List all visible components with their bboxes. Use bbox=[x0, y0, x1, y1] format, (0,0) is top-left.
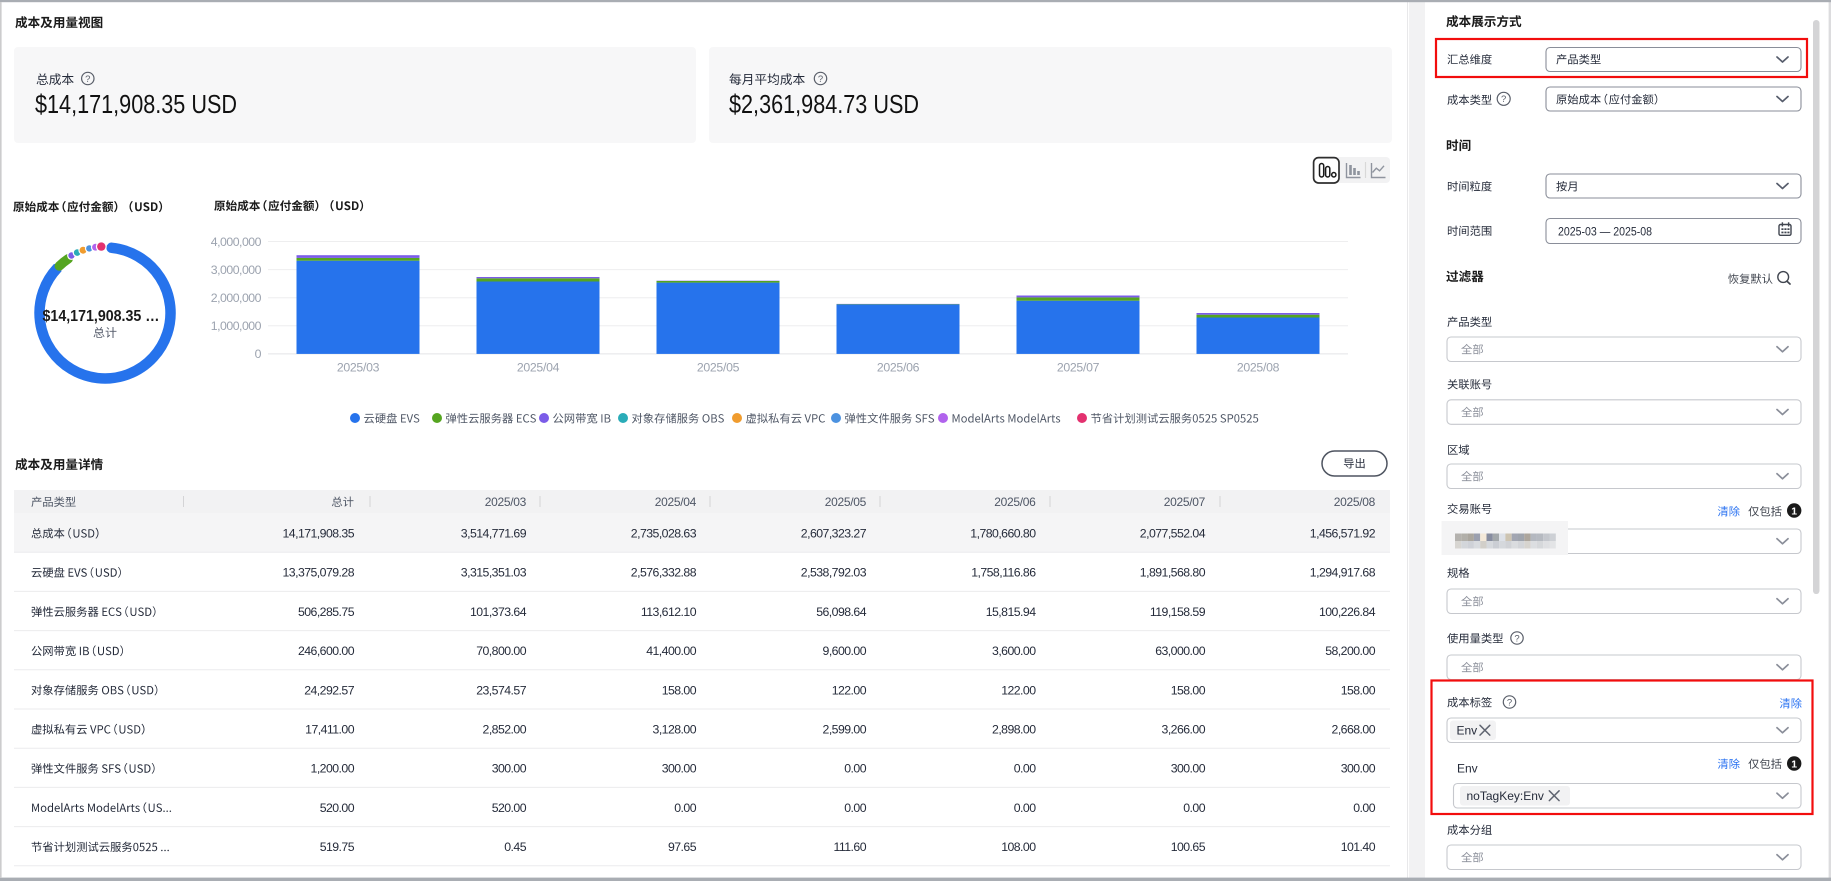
svg-text:100.65: 100.65 bbox=[1171, 840, 1206, 854]
svg-text:2025/04: 2025/04 bbox=[655, 495, 697, 509]
svg-text:noTagKey:Env: noTagKey:Env bbox=[1467, 789, 1544, 803]
svg-text:0.00: 0.00 bbox=[844, 801, 866, 815]
svg-text:58,200.00: 58,200.00 bbox=[1325, 644, 1375, 658]
svg-text:300.00: 300.00 bbox=[1171, 762, 1206, 776]
svg-text:1,456,571.92: 1,456,571.92 bbox=[1310, 527, 1376, 541]
svg-text:Env: Env bbox=[1457, 762, 1478, 776]
svg-text:0: 0 bbox=[255, 347, 262, 361]
svg-text:$2,361,984.73 USD: $2,361,984.73 USD bbox=[729, 91, 919, 119]
svg-text:1: 1 bbox=[1791, 758, 1797, 770]
svg-text:2,077,552.04: 2,077,552.04 bbox=[1140, 527, 1206, 541]
svg-text:3,514,771.69: 3,514,771.69 bbox=[461, 527, 527, 541]
svg-text:101.40: 101.40 bbox=[1341, 840, 1376, 854]
svg-text:0.00: 0.00 bbox=[1353, 801, 1375, 815]
svg-text:101,373.64: 101,373.64 bbox=[470, 605, 527, 619]
svg-text:13,375,079.28: 13,375,079.28 bbox=[283, 566, 355, 580]
svg-text:2025/07: 2025/07 bbox=[1057, 361, 1100, 375]
svg-text:2025/03: 2025/03 bbox=[337, 361, 380, 375]
svg-text:?: ? bbox=[1514, 633, 1519, 644]
svg-text:3,266.00: 3,266.00 bbox=[1162, 723, 1206, 737]
svg-text:1: 1 bbox=[1791, 505, 1797, 517]
svg-text:2025/08: 2025/08 bbox=[1334, 495, 1376, 509]
svg-text:41,400.00: 41,400.00 bbox=[646, 644, 696, 658]
svg-text:2,538,792.03: 2,538,792.03 bbox=[801, 566, 867, 580]
svg-text:300.00: 300.00 bbox=[1341, 762, 1376, 776]
svg-text:2,735,028.63: 2,735,028.63 bbox=[631, 527, 697, 541]
svg-text:0.00: 0.00 bbox=[674, 801, 696, 815]
svg-text:1,000,000: 1,000,000 bbox=[211, 319, 262, 333]
svg-text:2025/08: 2025/08 bbox=[1237, 361, 1280, 375]
svg-text:3,000,000: 3,000,000 bbox=[211, 263, 262, 277]
svg-text:0.00: 0.00 bbox=[1183, 801, 1205, 815]
svg-text:2,576,332.88: 2,576,332.88 bbox=[631, 566, 697, 580]
svg-text:158.00: 158.00 bbox=[662, 683, 697, 697]
svg-text:3,128.00: 3,128.00 bbox=[653, 723, 697, 737]
svg-text:113,612.10: 113,612.10 bbox=[641, 605, 697, 619]
svg-text:2025/06: 2025/06 bbox=[994, 495, 1036, 509]
svg-text:2025/07: 2025/07 bbox=[1164, 495, 1206, 509]
svg-text:3,315,351.03: 3,315,351.03 bbox=[461, 566, 527, 580]
svg-text:158.00: 158.00 bbox=[1171, 683, 1206, 697]
svg-text:2,599.00: 2,599.00 bbox=[823, 723, 867, 737]
svg-text:1,294,917.68: 1,294,917.68 bbox=[1310, 566, 1376, 580]
svg-text:0.00: 0.00 bbox=[1014, 762, 1036, 776]
svg-text:?: ? bbox=[1507, 697, 1512, 708]
svg-text:108.00: 108.00 bbox=[1001, 840, 1036, 854]
svg-text:1,200.00: 1,200.00 bbox=[311, 762, 355, 776]
svg-text:2025/04: 2025/04 bbox=[517, 361, 560, 375]
svg-text:2,668.00: 2,668.00 bbox=[1332, 723, 1376, 737]
svg-text:520.00: 520.00 bbox=[320, 801, 355, 815]
svg-text:15,815.94: 15,815.94 bbox=[986, 605, 1036, 619]
svg-text:2025/05: 2025/05 bbox=[697, 361, 740, 375]
svg-text:9,600.00: 9,600.00 bbox=[823, 644, 867, 658]
svg-text:506,285.75: 506,285.75 bbox=[298, 605, 355, 619]
svg-text:2,898.00: 2,898.00 bbox=[992, 723, 1036, 737]
svg-text:?: ? bbox=[818, 74, 823, 85]
svg-text:1,758,116.86: 1,758,116.86 bbox=[971, 566, 1036, 580]
svg-text:2,852.00: 2,852.00 bbox=[483, 723, 527, 737]
svg-text:2,607,323.27: 2,607,323.27 bbox=[801, 527, 867, 541]
svg-text:119,158.59: 119,158.59 bbox=[1150, 605, 1206, 619]
svg-text:158.00: 158.00 bbox=[1341, 683, 1376, 697]
svg-text:1,891,568.80: 1,891,568.80 bbox=[1140, 566, 1206, 580]
svg-text:24,292.57: 24,292.57 bbox=[304, 683, 354, 697]
svg-text:111.60: 111.60 bbox=[834, 840, 867, 854]
svg-text:2025/03: 2025/03 bbox=[485, 495, 527, 509]
svg-text:2,000,000: 2,000,000 bbox=[211, 291, 262, 305]
svg-text:122.00: 122.00 bbox=[1001, 683, 1036, 697]
svg-text:?: ? bbox=[85, 74, 90, 85]
svg-text:70,800.00: 70,800.00 bbox=[476, 644, 526, 658]
svg-text:0.45: 0.45 bbox=[504, 840, 526, 854]
svg-text:300.00: 300.00 bbox=[492, 762, 527, 776]
svg-text:56,098.64: 56,098.64 bbox=[816, 605, 866, 619]
svg-text:23,574.57: 23,574.57 bbox=[476, 683, 526, 697]
svg-text:520.00: 520.00 bbox=[492, 801, 527, 815]
svg-text:122.00: 122.00 bbox=[832, 683, 867, 697]
svg-text:3,600.00: 3,600.00 bbox=[992, 644, 1036, 658]
svg-text:14,171,908.35: 14,171,908.35 bbox=[283, 527, 355, 541]
svg-text:$14,171,908.35 USD: $14,171,908.35 USD bbox=[35, 91, 237, 119]
svg-text:0.00: 0.00 bbox=[1014, 801, 1036, 815]
svg-text:0.00: 0.00 bbox=[844, 762, 866, 776]
svg-text:2025/06: 2025/06 bbox=[877, 361, 920, 375]
svg-text:1,780,660.80: 1,780,660.80 bbox=[970, 527, 1036, 541]
svg-text:63,000.00: 63,000.00 bbox=[1155, 644, 1205, 658]
svg-text:2025/05: 2025/05 bbox=[825, 495, 867, 509]
svg-text:2025-03 — 2025-08: 2025-03 — 2025-08 bbox=[1558, 225, 1652, 239]
svg-text:$14,171,908.35 …: $14,171,908.35 … bbox=[43, 308, 160, 325]
svg-text:519.75: 519.75 bbox=[320, 840, 355, 854]
svg-text:300.00: 300.00 bbox=[662, 762, 697, 776]
svg-text:Env: Env bbox=[1457, 724, 1478, 738]
svg-text:100,226.84: 100,226.84 bbox=[1319, 605, 1376, 619]
svg-text:?: ? bbox=[1501, 94, 1506, 105]
svg-text:246,600.00: 246,600.00 bbox=[298, 644, 355, 658]
svg-text:97.65: 97.65 bbox=[668, 840, 697, 854]
svg-text:17,411.00: 17,411.00 bbox=[305, 723, 355, 737]
svg-text:4,000,000: 4,000,000 bbox=[211, 235, 262, 249]
